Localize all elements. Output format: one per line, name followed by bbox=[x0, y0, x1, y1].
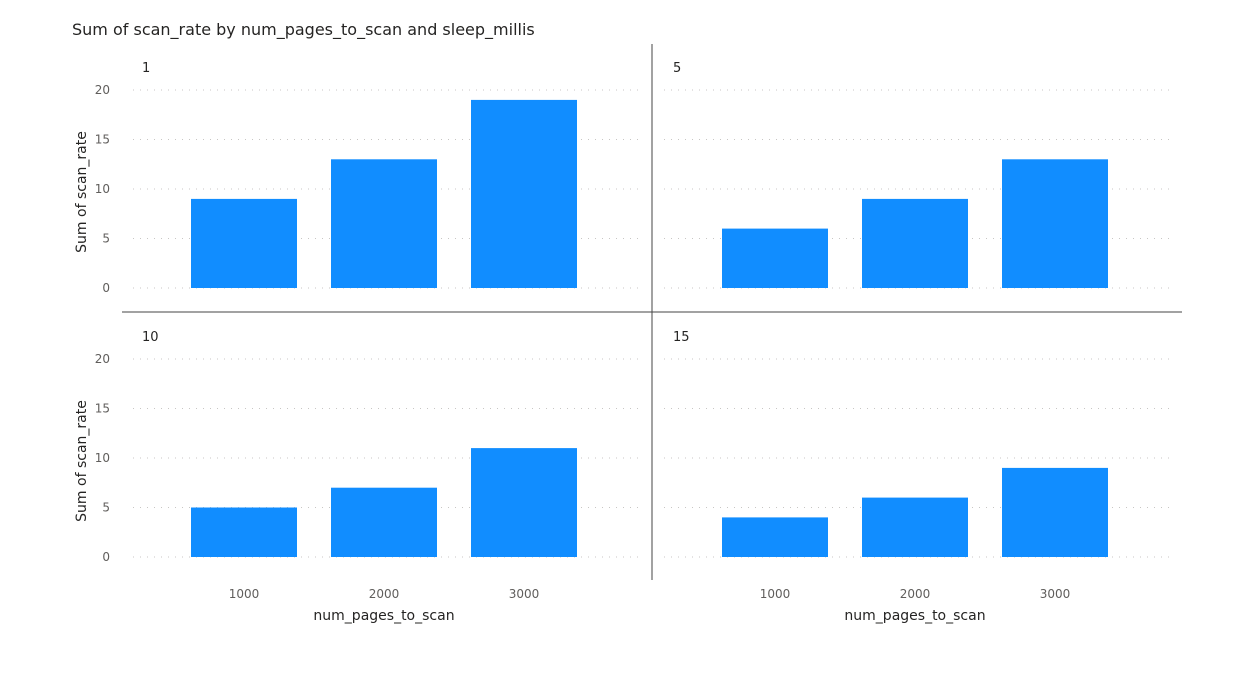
y-tick-label: 0 bbox=[102, 550, 110, 564]
bar bbox=[1002, 159, 1108, 288]
panel-label: 15 bbox=[673, 330, 690, 345]
x-axis-title: num_pages_to_scan bbox=[313, 608, 454, 624]
y-axis-title: Sum of scan_rate bbox=[74, 400, 90, 522]
bar bbox=[862, 198, 968, 288]
chart-title: Sum of scan_rate by num_pages_to_scan an… bbox=[72, 20, 535, 40]
y-tick-label: 20 bbox=[95, 83, 110, 97]
x-tick-label: 3000 bbox=[1040, 587, 1071, 601]
y-tick-label: 15 bbox=[95, 133, 110, 147]
bar bbox=[331, 159, 437, 288]
bar bbox=[722, 228, 828, 288]
y-tick-label: 10 bbox=[95, 182, 110, 196]
x-tick-label: 2000 bbox=[900, 587, 931, 601]
panel-label: 10 bbox=[142, 330, 159, 345]
bar bbox=[471, 99, 577, 289]
panel-label: 1 bbox=[142, 61, 150, 76]
bar bbox=[471, 448, 577, 557]
y-tick-label: 0 bbox=[102, 281, 110, 295]
x-tick-label: 3000 bbox=[509, 587, 540, 601]
bar bbox=[1002, 467, 1108, 557]
bar bbox=[862, 497, 968, 557]
y-tick-label: 5 bbox=[102, 232, 110, 246]
bar bbox=[331, 487, 437, 557]
y-tick-label: 20 bbox=[95, 352, 110, 366]
panel-label: 5 bbox=[673, 61, 681, 76]
y-tick-label: 10 bbox=[95, 451, 110, 465]
x-axis-title: num_pages_to_scan bbox=[844, 608, 985, 624]
x-tick-label: 1000 bbox=[760, 587, 791, 601]
y-tick-label: 5 bbox=[102, 501, 110, 515]
bar bbox=[191, 507, 297, 557]
x-tick-label: 2000 bbox=[369, 587, 400, 601]
bar bbox=[722, 517, 828, 557]
y-tick-label: 15 bbox=[95, 402, 110, 416]
y-axis-title: Sum of scan_rate bbox=[74, 131, 90, 253]
bar bbox=[191, 198, 297, 288]
x-tick-label: 1000 bbox=[229, 587, 260, 601]
